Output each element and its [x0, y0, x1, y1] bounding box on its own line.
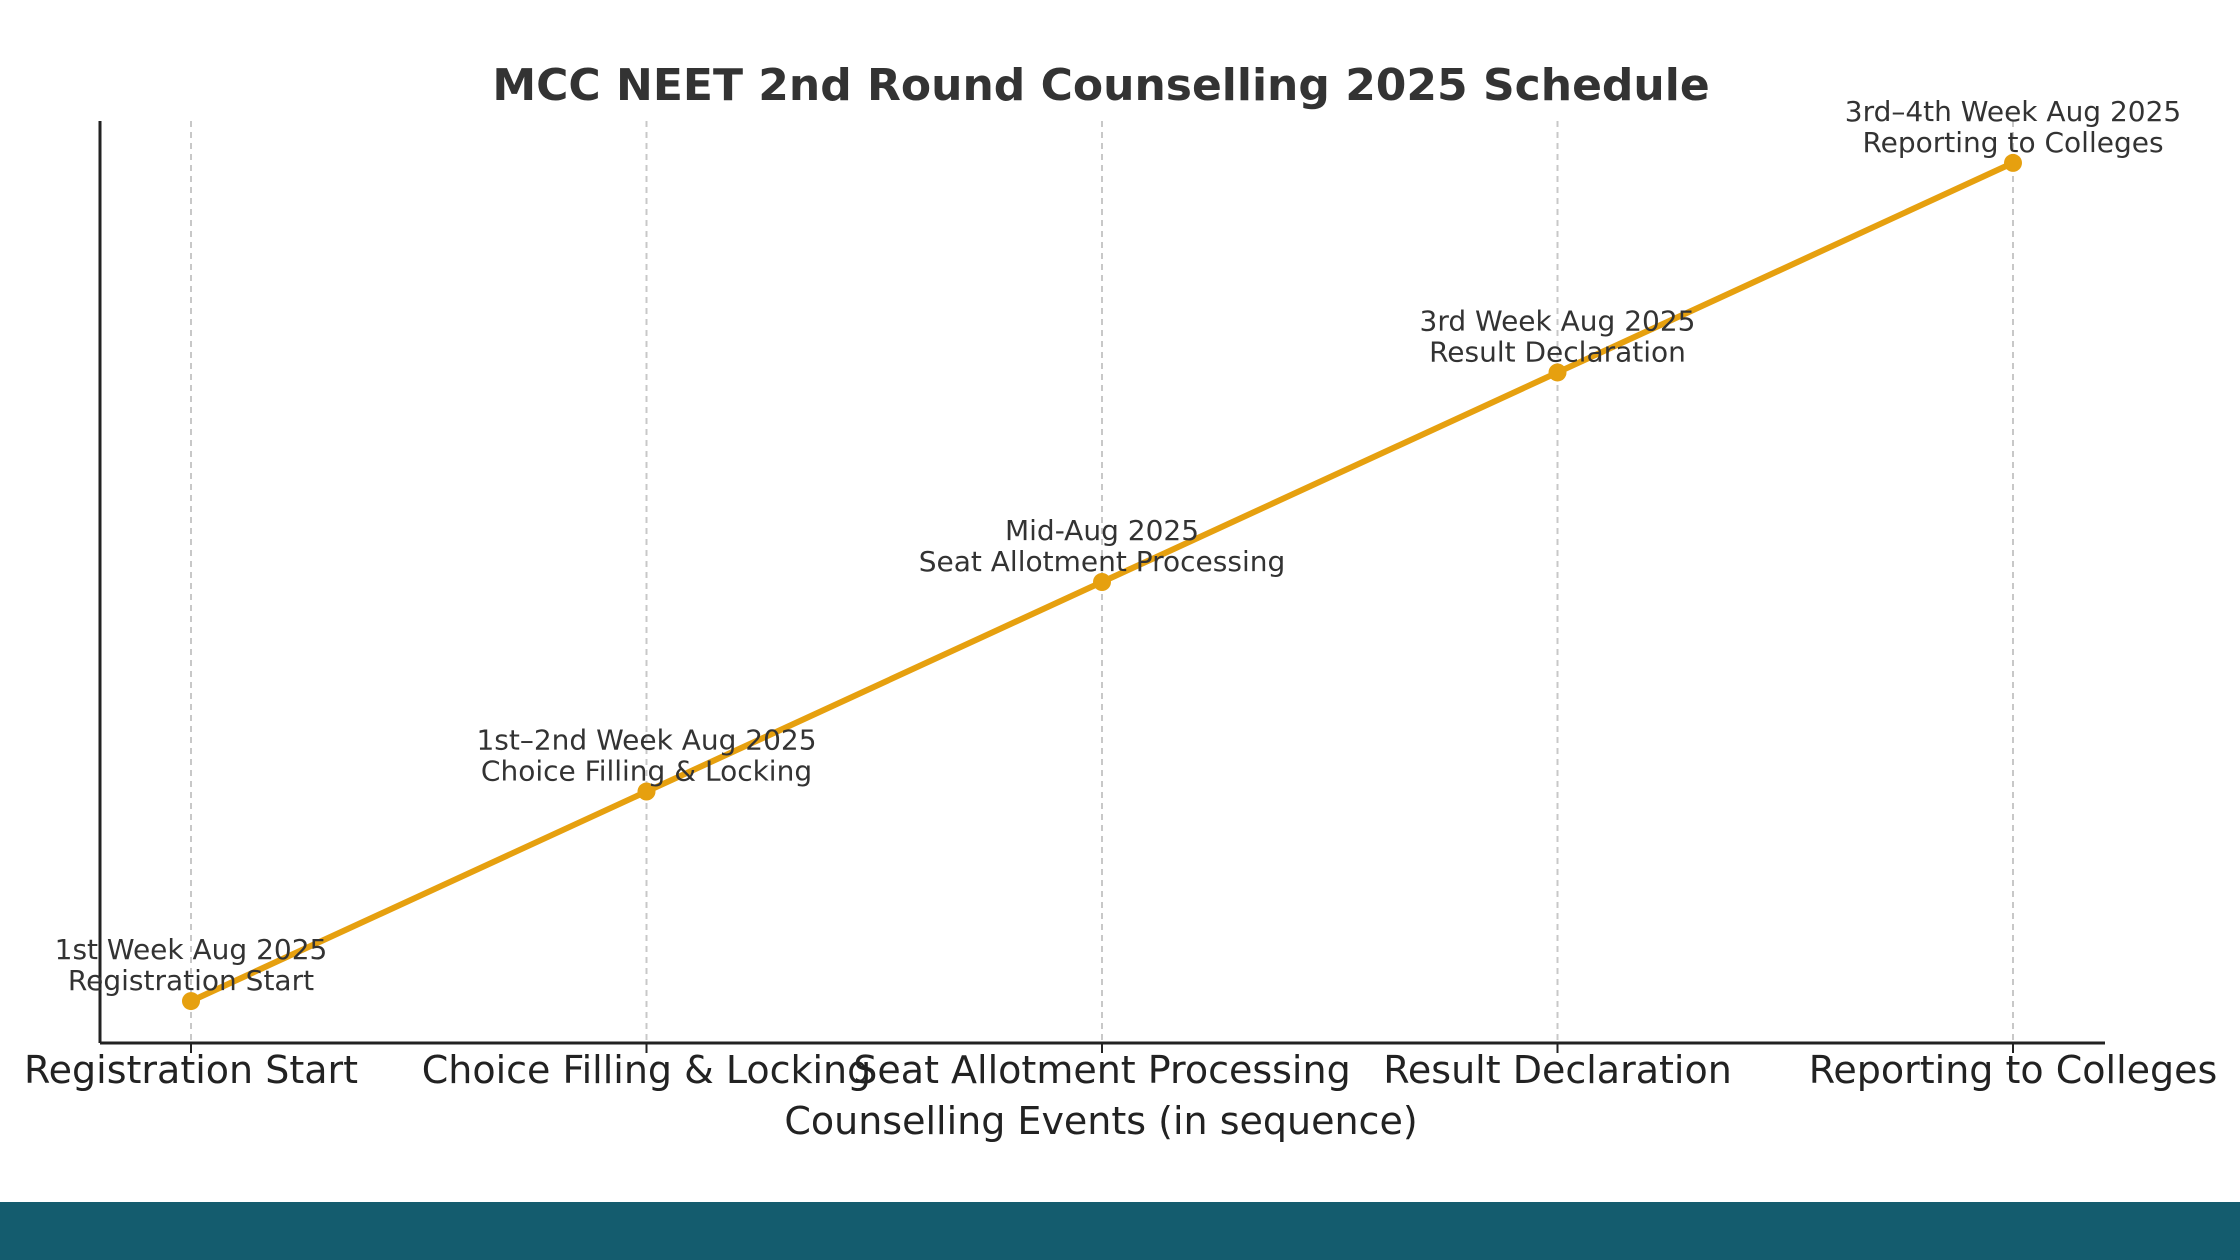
footer-bar — [0, 1202, 2240, 1260]
x-tick-label: Reporting to Colleges — [1809, 1048, 2218, 1092]
data-point — [182, 992, 200, 1011]
x-tick-label: Registration Start — [24, 1048, 358, 1092]
annotation-event: Choice Filling & Locking — [481, 755, 812, 788]
annotation-date: 3rd Week Aug 2025 — [1420, 304, 1696, 337]
data-point — [637, 782, 656, 801]
chart-title: MCC NEET 2nd Round Counselling 2025 Sche… — [492, 60, 1709, 111]
x-tick-label: Choice Filling & Locking — [422, 1048, 872, 1092]
annotation-date: 1st–2nd Week Aug 2025 — [476, 724, 816, 757]
annotation-event: Seat Allotment Processing — [919, 545, 1286, 578]
data-point — [2004, 153, 2022, 172]
annotation-event: Registration Start — [68, 964, 314, 997]
annotation-event: Result Declaration — [1429, 335, 1686, 368]
series-points — [182, 153, 2022, 1011]
x-axis-label: Counselling Events (in sequence) — [784, 1099, 1417, 1143]
x-tick-label: Result Declaration — [1383, 1048, 1732, 1092]
x-tick-labels: Registration Start Choice Filling & Locki… — [24, 1048, 2217, 1092]
data-point — [1093, 573, 1111, 591]
annotation-event: Reporting to Colleges — [1862, 126, 2163, 159]
annotation-date: Mid-Aug 2025 — [1005, 514, 1199, 547]
annotation-date: 3rd–4th Week Aug 2025 — [1845, 95, 2182, 128]
chart: MCC NEET 2nd Round Counselling 2025 Sche… — [24, 60, 2217, 1143]
x-tick-label: Seat Allotment Processing — [853, 1048, 1350, 1092]
data-point — [1548, 363, 1567, 382]
annotation-date: 1st Week Aug 2025 — [55, 933, 328, 966]
x-axis-ticks — [190, 1043, 2014, 1053]
